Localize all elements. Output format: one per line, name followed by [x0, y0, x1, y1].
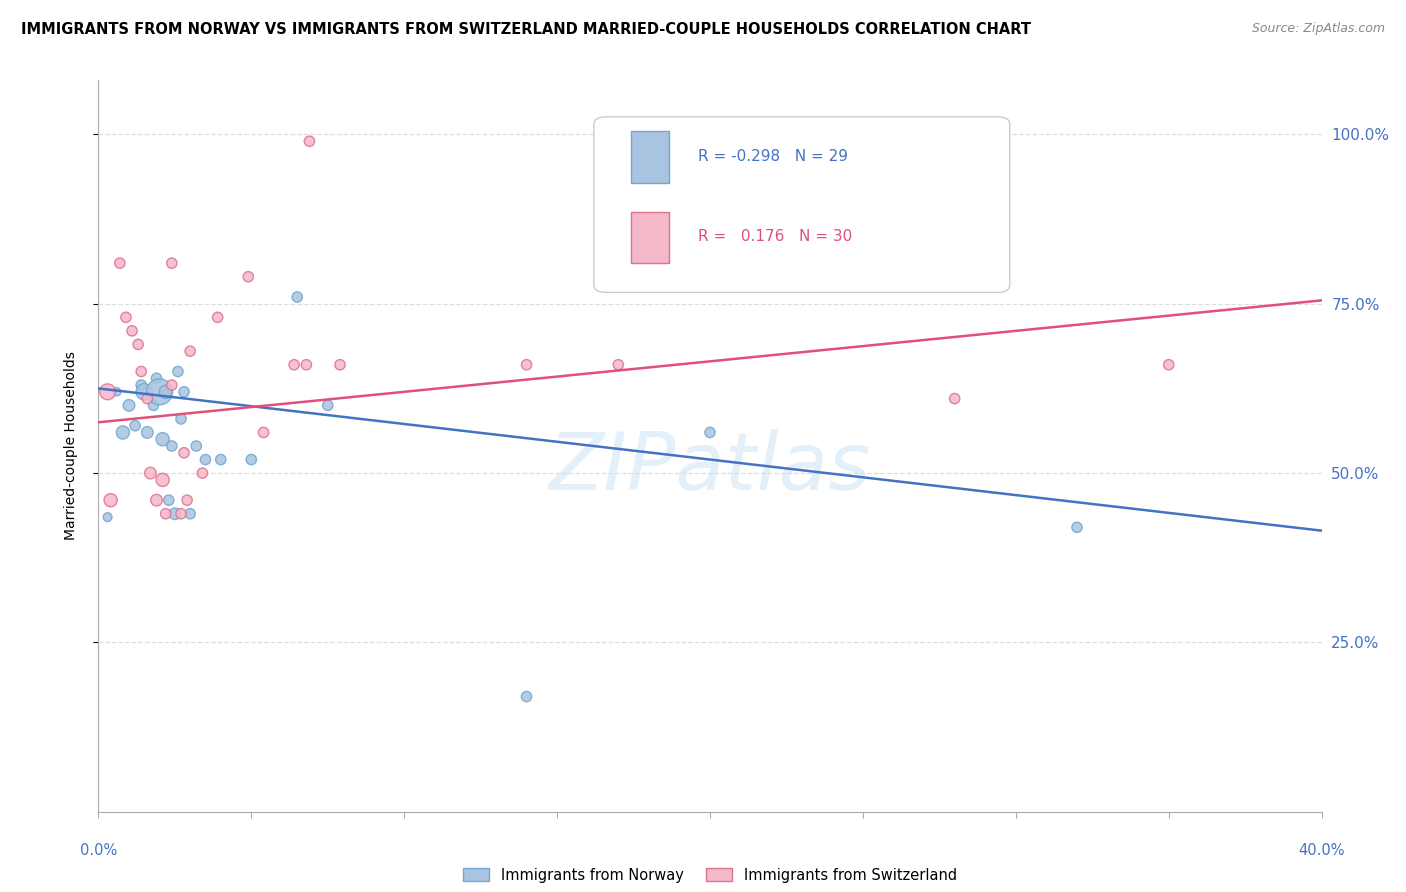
Text: IMMIGRANTS FROM NORWAY VS IMMIGRANTS FROM SWITZERLAND MARRIED-COUPLE HOUSEHOLDS : IMMIGRANTS FROM NORWAY VS IMMIGRANTS FRO… — [21, 22, 1031, 37]
Point — [516, 358, 538, 372]
Point — [1157, 358, 1180, 372]
Point — [285, 290, 308, 304]
Point — [129, 364, 152, 378]
Point — [145, 371, 167, 385]
Point — [127, 337, 149, 351]
Point — [209, 452, 232, 467]
Point — [118, 398, 141, 412]
Point — [179, 507, 201, 521]
Point — [124, 418, 146, 433]
Point — [152, 432, 174, 446]
Point — [142, 398, 165, 412]
Point — [160, 256, 183, 270]
Point — [121, 324, 143, 338]
Point — [149, 384, 172, 399]
Point — [167, 364, 190, 378]
Point — [176, 493, 198, 508]
Text: Source: ZipAtlas.com: Source: ZipAtlas.com — [1251, 22, 1385, 36]
Point — [155, 507, 177, 521]
Point — [155, 384, 177, 399]
Point — [1066, 520, 1088, 534]
Point — [329, 358, 352, 372]
Point — [129, 378, 152, 392]
Point — [100, 493, 122, 508]
Text: ZIPatlas: ZIPatlas — [548, 429, 872, 507]
Point — [115, 310, 138, 325]
Point — [170, 507, 193, 521]
Text: 40.0%: 40.0% — [1298, 843, 1346, 858]
Point — [240, 452, 263, 467]
Point — [139, 466, 162, 480]
Point — [316, 398, 339, 412]
Point — [207, 310, 229, 325]
Text: R = -0.298   N = 29: R = -0.298 N = 29 — [697, 149, 848, 164]
Text: 0.0%: 0.0% — [80, 843, 117, 858]
Point — [97, 510, 120, 524]
Point — [194, 452, 217, 467]
Point — [252, 425, 274, 440]
Point — [136, 392, 159, 406]
Point — [295, 358, 318, 372]
Point — [170, 412, 193, 426]
Point — [173, 446, 195, 460]
FancyBboxPatch shape — [630, 131, 669, 183]
Point — [105, 384, 128, 399]
Point — [173, 384, 195, 399]
Point — [607, 358, 630, 372]
Point — [699, 425, 721, 440]
Point — [186, 439, 208, 453]
Point — [160, 439, 183, 453]
Legend: Immigrants from Norway, Immigrants from Switzerland: Immigrants from Norway, Immigrants from … — [457, 862, 963, 888]
Point — [111, 425, 134, 440]
Point — [152, 473, 174, 487]
Point — [943, 392, 966, 406]
Point — [136, 425, 159, 440]
FancyBboxPatch shape — [593, 117, 1010, 293]
FancyBboxPatch shape — [630, 212, 669, 263]
Point — [283, 358, 305, 372]
Point — [238, 269, 260, 284]
Point — [160, 378, 183, 392]
Point — [179, 344, 201, 359]
Point — [191, 466, 214, 480]
Point — [97, 384, 120, 399]
Point — [134, 384, 156, 399]
Y-axis label: Married-couple Households: Married-couple Households — [63, 351, 77, 541]
Point — [108, 256, 131, 270]
Point — [145, 493, 167, 508]
Point — [516, 690, 538, 704]
Point — [163, 507, 186, 521]
Text: R =   0.176   N = 30: R = 0.176 N = 30 — [697, 229, 852, 244]
Point — [298, 134, 321, 148]
Point — [157, 493, 180, 508]
